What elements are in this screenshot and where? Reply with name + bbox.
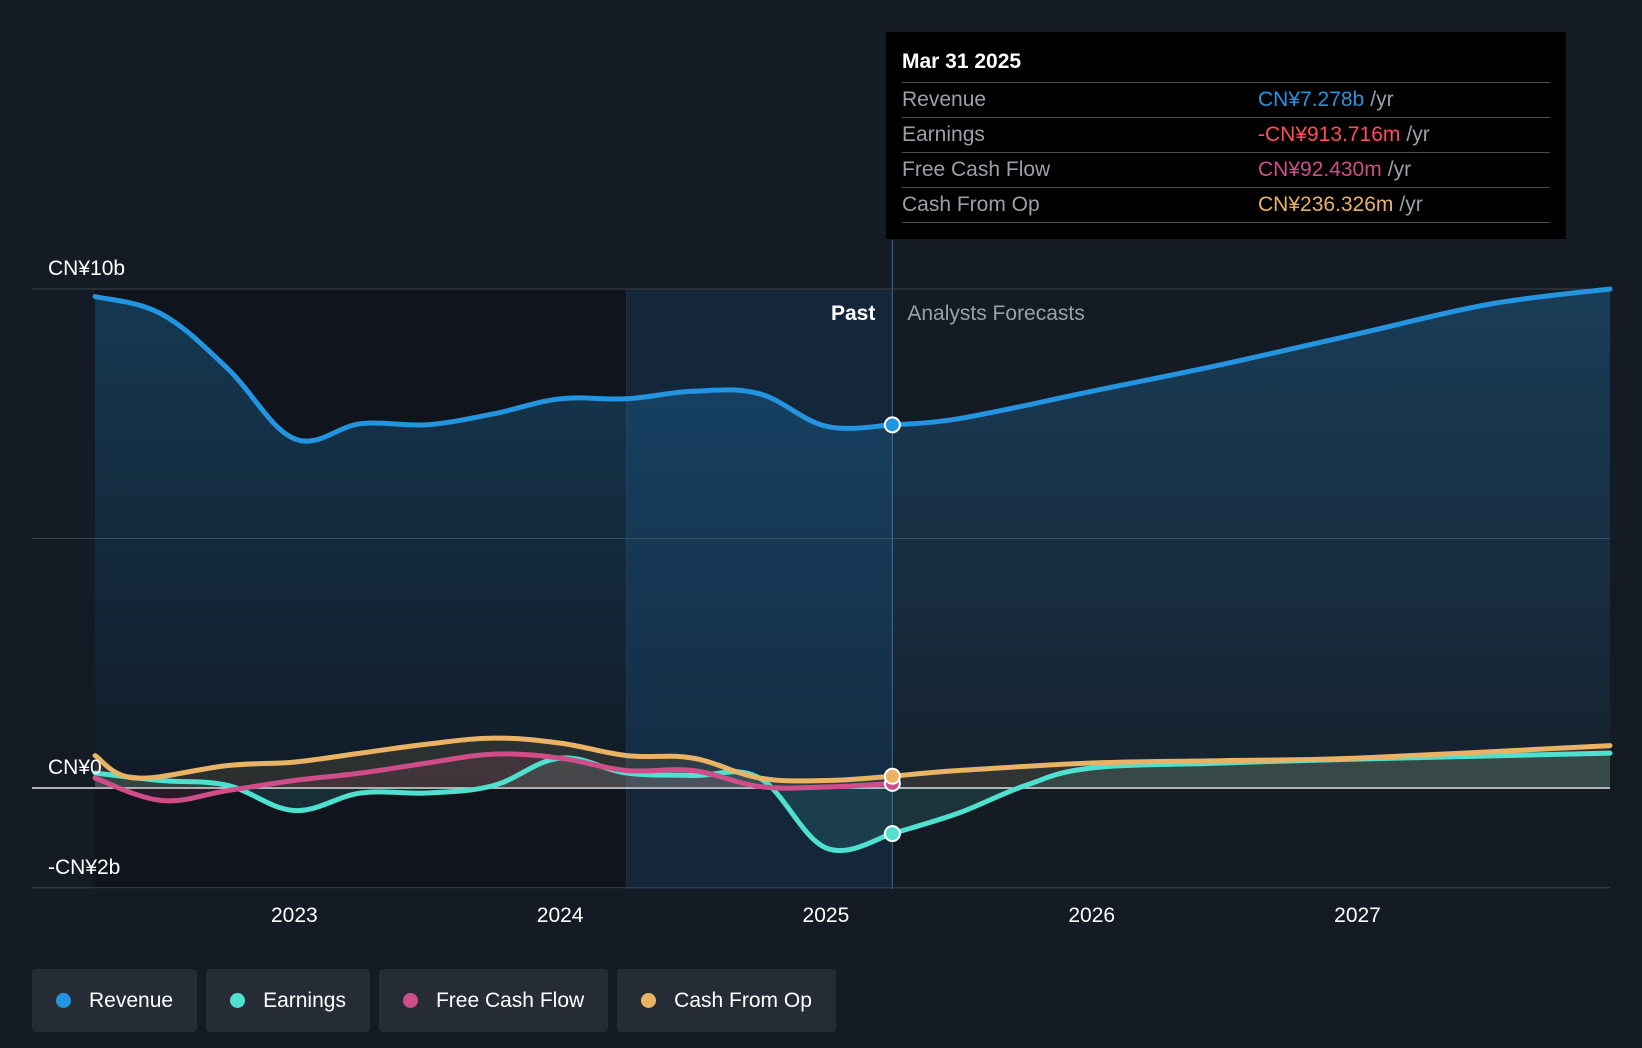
tooltip-unit: /yr <box>1370 88 1394 111</box>
legend-label: Earnings <box>263 988 346 1012</box>
y-tick-label: CN¥10b <box>48 257 125 280</box>
series-line-past <box>92 294 895 444</box>
tooltip-value: CN¥7.278b <box>1258 88 1365 111</box>
y-tick-label: -CN¥2b <box>48 856 120 879</box>
x-tick-label: 2023 <box>271 904 318 927</box>
legend-dot-icon <box>641 993 657 1008</box>
legend-item-cash-from-op[interactable]: Cash From Op <box>617 969 836 1032</box>
tooltip-value: CN¥92.430m <box>1258 158 1382 181</box>
x-tick-label: 2025 <box>803 904 850 927</box>
tooltip-value: -CN¥913.716m <box>1258 123 1401 146</box>
series-marker <box>883 416 901 434</box>
x-tick-label: 2026 <box>1068 904 1115 927</box>
legend-label: Revenue <box>89 988 174 1012</box>
legend-dot-icon <box>402 993 418 1008</box>
legend-item-revenue[interactable]: Revenue <box>32 969 198 1032</box>
series-area <box>95 753 893 801</box>
tooltip-label: Free Cash Flow <box>902 158 1051 181</box>
x-tick-label: 2027 <box>1334 904 1381 927</box>
tooltip-label: Cash From Op <box>902 193 1040 216</box>
legend-item-free-cash-flow[interactable]: Free Cash Flow <box>378 969 609 1032</box>
series-line-forecast <box>889 743 1613 779</box>
series-area <box>95 289 1610 788</box>
legend-item-earnings[interactable]: Earnings <box>206 969 370 1032</box>
tooltip-label: Earnings <box>902 123 985 146</box>
series-line-past <box>92 735 895 784</box>
legend-dot-icon <box>56 993 71 1008</box>
forecast-label: Analysts Forecasts <box>907 302 1084 325</box>
legend-dot-icon <box>230 993 246 1008</box>
x-tick-label: 2024 <box>537 904 584 927</box>
tooltip-label: Revenue <box>902 88 987 111</box>
series-line-forecast <box>889 286 1613 428</box>
legend-label: Free Cash Flow <box>435 988 585 1012</box>
series-marker <box>883 825 901 843</box>
legend-label: Cash From Op <box>674 988 812 1012</box>
tooltip-unit: /yr <box>1406 123 1430 146</box>
tooltip-row-revenue: Revenue CN¥7.278b /yr <box>902 82 1550 117</box>
tooltip-row-earnings: Earnings -CN¥913.716m /yr <box>902 117 1550 152</box>
past-label: Past <box>831 302 875 325</box>
tooltip-row-cash-from-op: Cash From Op CN¥236.326m /yr <box>902 187 1550 223</box>
tooltip-value: CN¥236.326m <box>1258 193 1394 216</box>
series-line-past <box>92 751 895 804</box>
tooltip-unit: /yr <box>1399 193 1423 216</box>
tooltip: Mar 31 2025 Revenue CN¥7.278b /yr Earnin… <box>886 32 1566 239</box>
series-marker <box>883 767 901 785</box>
tooltip-unit: /yr <box>1387 158 1412 181</box>
legend: Revenue Earnings Free Cash Flow Cash Fro… <box>32 969 836 1032</box>
tooltip-row-free-cash-flow: Free Cash Flow CN¥92.430m /yr <box>902 152 1550 187</box>
series-area <box>95 738 1610 788</box>
series-area <box>95 753 1610 851</box>
y-tick-label: CN¥0 <box>48 756 102 779</box>
tooltip-date: Mar 31 2025 <box>902 50 1022 73</box>
